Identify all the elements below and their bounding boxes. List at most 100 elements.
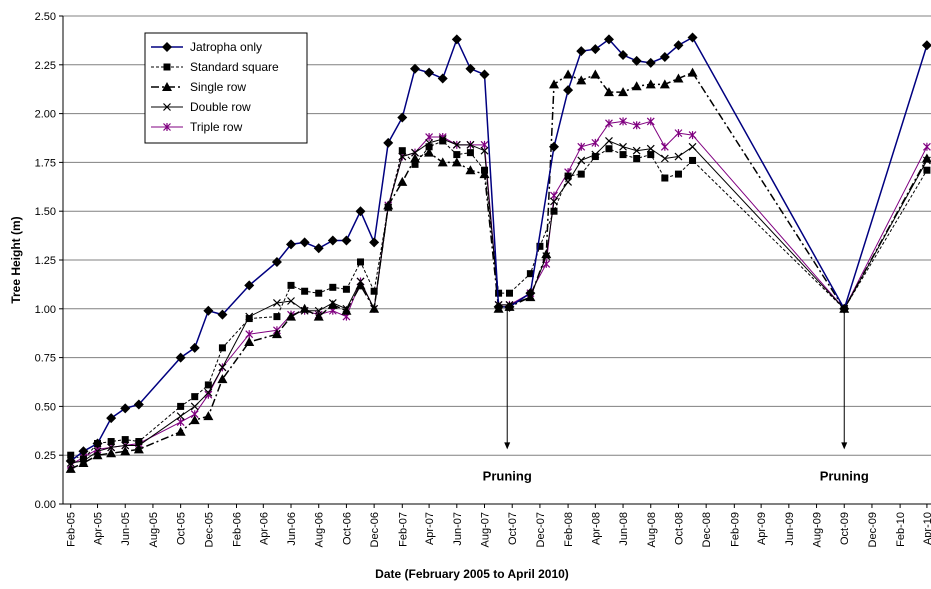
pruning-label: Pruning [483,469,532,484]
data-point-jatropha-only [175,352,186,363]
data-point-triple-row [646,117,655,126]
data-point-double-row [273,299,281,307]
data-point-standard-square [674,170,682,178]
x-tick-label: Apr-09 [756,512,768,545]
data-point-double-row [190,402,199,411]
data-point-standard-square [591,153,599,161]
data-point-double-row [176,412,185,421]
data-point-standard-square [411,160,419,168]
x-tick-label: Dec-09 [867,512,879,547]
data-point-standard-square [79,455,87,463]
x-tick-label: Jun-07 [452,512,464,546]
data-point-jatropha-only [271,256,282,267]
data-point-double-row [619,142,627,151]
data-point-double-row [688,142,697,151]
data-point-single-row [603,87,614,97]
data-point-jatropha-only [299,237,310,248]
x-tick-label: Feb-10 [895,512,907,547]
series-layer [65,32,931,473]
x-tick-label: Feb-08 [563,512,575,547]
data-point-single-row [465,165,476,175]
data-point-single-row [355,280,366,290]
data-point-jatropha-only [590,44,601,55]
legend-label-jatropha-only: Jatropha only [190,40,262,54]
data-point-triple-row [176,418,185,427]
data-point-jatropha-only [383,137,394,148]
data-point-jatropha-only [133,399,144,410]
data-point-standard-square [398,147,406,155]
data-point-single-row [327,299,338,309]
data-point-single-row [437,157,448,167]
data-point-standard-square [661,174,669,182]
data-point-double-row [398,152,407,161]
data-point-standard-square [342,285,350,293]
data-point-jatropha-only [410,63,421,74]
data-point-single-row [659,79,670,89]
x-axis-title: Date (February 2005 to April 2010) [375,567,569,581]
x-tick-label: Feb-07 [397,512,409,547]
data-point-single-row [921,153,931,163]
data-point-standard-square [287,281,295,289]
data-point-triple-row [619,117,627,126]
data-point-triple-row [577,142,586,151]
legend-label-double-row: Double row [190,100,251,114]
data-point-single-row [410,153,421,163]
data-point-standard-square [577,170,585,178]
data-point-jatropha-only [921,40,931,51]
data-point-double-row [577,156,586,165]
series-line-triple-row [70,120,928,466]
x-tick-label: Dec-07 [535,512,547,547]
data-point-standard-square [177,402,185,410]
data-point-single-row [217,374,228,384]
data-point-single-row [618,87,629,97]
data-point-double-row [674,152,683,161]
data-point-single-row [341,305,352,315]
data-point-standard-square [466,149,474,157]
x-tick-label: Jun-08 [618,512,630,546]
data-point-triple-row [425,133,434,142]
data-point-standard-square [67,451,75,459]
pruning-arrow-head [504,442,511,450]
data-point-single-row [369,303,380,313]
data-point-standard-square [107,438,115,446]
data-point-standard-square [273,313,281,321]
data-point-double-row [660,154,669,163]
data-point-double-row [218,363,227,372]
x-tick-label: Jun-05 [120,512,132,546]
legend-label-single-row: Single row [190,80,246,94]
x-tick-label: Jun-09 [784,512,796,546]
data-point-jatropha-only [244,280,255,291]
x-tick-label: Aug-08 [646,512,658,547]
data-point-double-row [564,177,573,186]
data-point-standard-square [218,344,226,352]
data-point-single-row [313,311,324,321]
data-point-double-row [287,297,295,305]
data-point-standard-square [301,287,309,295]
data-point-triple-row [591,138,600,147]
data-point-standard-square [439,137,447,145]
data-point-single-row [189,415,200,425]
data-point-standard-square [526,270,534,278]
data-point-double-row [107,443,116,452]
pruning-arrow-head [841,442,848,450]
x-tick-label: Jun-06 [286,512,298,546]
data-point-double-row [646,144,655,153]
data-point-single-row [133,444,144,454]
x-tick-label: Aug-07 [480,512,492,547]
data-point-triple-row [605,119,613,128]
data-point-standard-square [315,289,323,297]
legend-marker-jatropha-only [162,42,172,52]
data-point-single-row [203,411,214,421]
legend-marker-double-row [163,103,171,111]
legend-marker-standard-square [163,63,171,71]
data-point-single-row [541,249,552,259]
data-point-standard-square [191,393,199,401]
data-point-single-row [563,69,574,79]
data-point-single-row [451,157,462,167]
data-point-standard-square [135,438,143,446]
y-tick-label: 0.75 [35,353,56,365]
data-point-triple-row [245,330,254,339]
data-point-double-row [466,140,475,149]
x-tick-label: Oct-05 [176,512,188,545]
data-point-double-row [605,137,613,145]
